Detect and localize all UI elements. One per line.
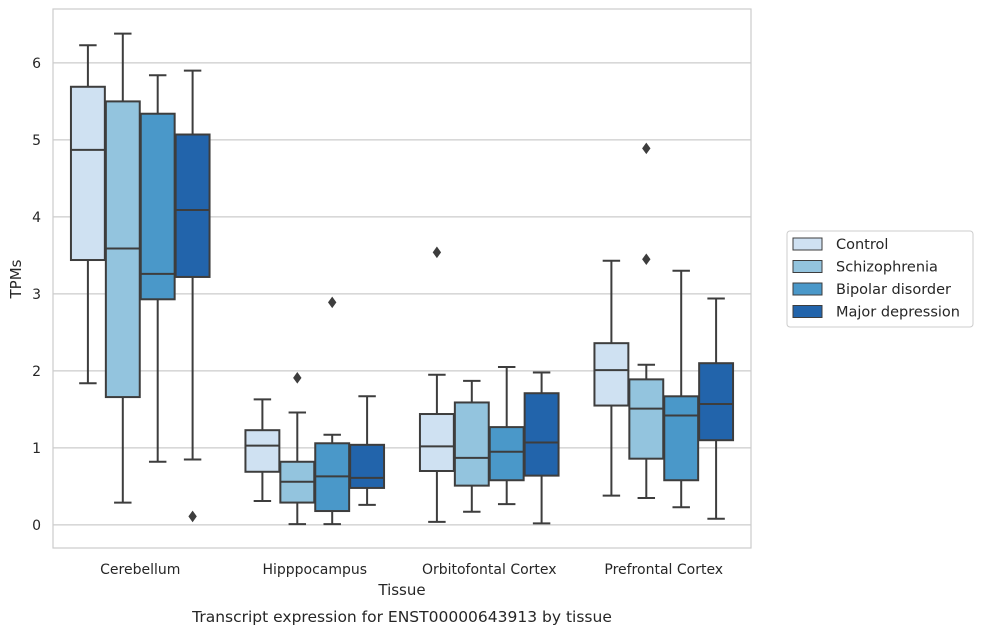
box-body — [488, 426, 525, 482]
y-tick-label: 3 — [32, 287, 41, 303]
box-series — [69, 32, 735, 526]
box — [139, 74, 176, 463]
box-body — [453, 401, 490, 487]
box — [523, 371, 560, 525]
box-body — [69, 85, 106, 262]
legend-label: Control — [836, 237, 888, 253]
legend-swatch — [792, 260, 823, 273]
outlier-point — [642, 142, 651, 155]
series-group — [139, 74, 700, 526]
box — [174, 69, 211, 523]
x-tick-label: Prefrontal Cortex — [604, 562, 723, 578]
box — [663, 269, 700, 509]
box-body — [349, 443, 386, 489]
box — [593, 259, 630, 497]
x-tick-label: Cerebellum — [100, 562, 180, 578]
legend: Control Schizophrenia Bipolar disorder Majo… — [786, 230, 974, 328]
box-body — [244, 429, 281, 473]
box — [488, 366, 525, 506]
y-tick-labels: 0 1 2 3 4 5 6 — [32, 56, 41, 534]
y-axis-label: TPMs — [7, 259, 25, 299]
box-body — [418, 413, 455, 472]
box — [314, 296, 351, 526]
box — [628, 142, 665, 499]
outlier-point — [432, 246, 442, 259]
outlier-point — [328, 296, 337, 309]
box — [418, 246, 455, 523]
box-body — [663, 395, 700, 482]
box-body — [139, 112, 176, 301]
box — [244, 398, 281, 503]
legend-swatch — [792, 282, 823, 296]
x-axis-label: Tissue — [377, 581, 425, 599]
legend-label: Major depression — [836, 305, 960, 321]
box-body — [593, 342, 630, 407]
box — [69, 44, 106, 385]
chart-caption: Transcript expression for ENST0000064391… — [191, 608, 612, 626]
box-body — [628, 378, 665, 460]
box-body — [698, 362, 735, 442]
series-group — [69, 44, 630, 523]
legend-frame — [786, 230, 974, 328]
legend-label: Bipolar disorder — [836, 282, 951, 298]
series-group — [104, 32, 665, 526]
y-tick-label: 2 — [32, 364, 41, 380]
y-tick-label: 6 — [32, 56, 41, 72]
legend-swatch — [792, 305, 823, 318]
outlier-point — [293, 372, 302, 384]
box — [279, 372, 316, 526]
box-body — [174, 133, 211, 278]
y-tick-label: 5 — [32, 133, 41, 149]
box-body — [523, 392, 560, 477]
x-tick-label: Hipppocampus — [262, 562, 367, 578]
box — [698, 297, 735, 520]
x-tick-label: Orbitofontal Cortex — [422, 562, 557, 578]
y-tick-label: 4 — [32, 210, 41, 226]
series-group — [174, 69, 735, 525]
outlier-point — [642, 253, 651, 266]
box — [453, 379, 490, 513]
x-tick-labels: Cerebellum Hipppocampus Orbitofontal Corte… — [100, 562, 723, 578]
y-tick-label: 1 — [32, 441, 41, 457]
y-tick-label: 0 — [32, 518, 41, 534]
outlier-point — [188, 510, 197, 523]
legend-swatch — [792, 237, 823, 251]
box — [349, 395, 386, 506]
legend-label: Schizophrenia — [836, 260, 938, 276]
